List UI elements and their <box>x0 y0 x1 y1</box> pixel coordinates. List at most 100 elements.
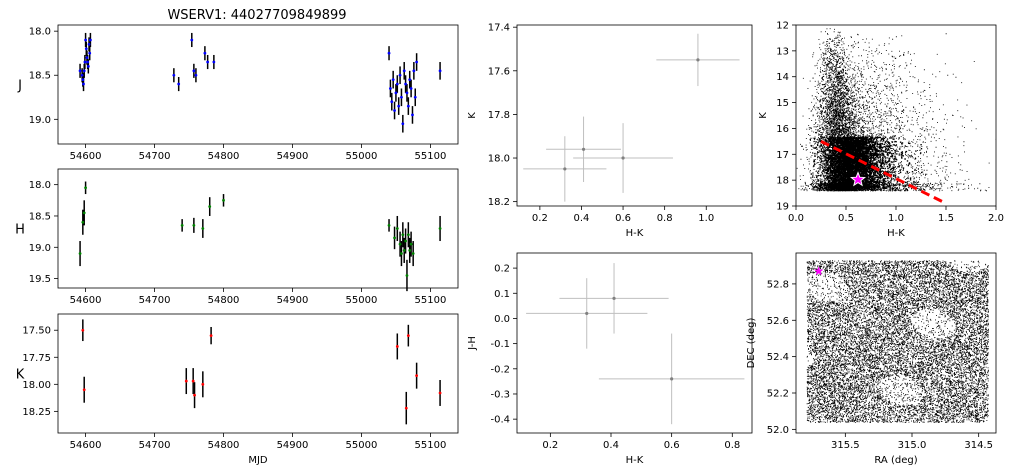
x-tick-label: 54600 <box>70 295 102 306</box>
y-tick-label: 12 <box>776 21 789 32</box>
y-tick-label: 52.2 <box>767 389 789 400</box>
y-tick-label: 17.6 <box>488 66 510 77</box>
data-point <box>82 82 85 86</box>
x-tick-label: 54900 <box>277 440 309 451</box>
y-axis-label: K <box>467 112 478 119</box>
y-tick-label: 18.0 <box>488 154 510 165</box>
data-point <box>402 69 406 73</box>
x-tick-label: 0.6 <box>615 213 631 224</box>
y-tick-label: 19.5 <box>29 274 51 285</box>
data-point <box>82 211 86 215</box>
x-axis-label: H-K <box>626 228 644 239</box>
x-tick-label: 54700 <box>139 295 171 306</box>
x-tick-label: 315.0 <box>898 440 927 451</box>
data-point <box>621 156 625 160</box>
y-axis-label: K <box>16 368 25 383</box>
y-tick-label: 18.0 <box>29 27 51 38</box>
data-point <box>438 391 442 395</box>
data-point <box>696 58 700 62</box>
data-point <box>398 73 402 77</box>
data-point <box>415 60 419 64</box>
data-point <box>408 249 412 252</box>
data-point <box>206 60 210 64</box>
data-point <box>401 233 405 237</box>
data-point <box>408 78 412 82</box>
data-point <box>401 122 405 126</box>
data-point <box>395 345 399 348</box>
data-point <box>412 69 416 73</box>
y-tick-label: 14 <box>776 72 789 83</box>
data-point <box>409 87 413 90</box>
x-tick-label: 54700 <box>139 151 171 162</box>
data-point <box>387 51 391 55</box>
panel-1: 54600 54700 54800 54900 55000 55100 18.0 18.5 19… <box>15 168 459 306</box>
field-stars <box>796 28 996 192</box>
x-tick-label: 0.2 <box>532 213 548 224</box>
x-tick-label: 55100 <box>415 295 447 306</box>
y-tick-label: 18.0 <box>29 180 51 191</box>
data-point <box>438 227 442 230</box>
data-point <box>406 233 410 237</box>
data-point <box>180 223 184 227</box>
data-point <box>405 91 409 95</box>
x-tick-label: 0.8 <box>657 213 673 224</box>
x-tick-label: 54800 <box>208 440 240 451</box>
y-tick-label: 52.0 <box>767 425 789 436</box>
data-point <box>393 109 396 112</box>
y-tick-label: 19.0 <box>29 115 51 126</box>
data-point <box>393 236 396 240</box>
data-point <box>201 382 205 386</box>
x-tick-label: 0.8 <box>724 440 740 451</box>
x-tick-label: 54800 <box>208 151 240 162</box>
data-point <box>191 379 195 383</box>
x-axis-label: H-K <box>626 455 644 466</box>
data-point <box>87 42 91 46</box>
data-point <box>89 38 92 42</box>
y-tick-label: 15 <box>776 98 789 109</box>
y-tick-label: 17.4 <box>488 23 510 34</box>
y-tick-label: 18.25 <box>22 407 51 418</box>
data-point <box>208 205 212 208</box>
data-point <box>438 69 442 73</box>
data-point <box>78 252 82 255</box>
data-point <box>86 60 90 64</box>
panel-6: 315.5 315.0 314.5 52.0 52.2 52.4 52.6 52.8 RA (d… <box>746 252 997 466</box>
data-point <box>415 374 419 378</box>
y-tick-label: 52.6 <box>767 316 789 327</box>
data-point <box>201 227 205 230</box>
data-point <box>387 223 391 227</box>
y-tick-label: 16 <box>776 124 789 135</box>
y-tick-label: 18 <box>776 176 789 187</box>
axes-frame <box>516 252 753 434</box>
data-point <box>400 95 403 99</box>
y-axis-label: J-H <box>467 336 478 351</box>
data-point <box>409 242 413 246</box>
x-tick-label: 1.0 <box>888 213 904 224</box>
y-tick-label: 18.2 <box>488 197 510 208</box>
data-point <box>88 51 92 55</box>
data-point <box>404 406 408 410</box>
x-tick-label: 315.5 <box>831 440 860 451</box>
data-point <box>82 388 86 392</box>
axes-frame <box>516 24 753 207</box>
y-axis-label: DEC (deg) <box>746 317 757 368</box>
y-tick-label: 13 <box>776 46 789 57</box>
y-axis-label: K <box>758 112 769 119</box>
data-point <box>391 78 395 82</box>
data-point <box>411 252 415 255</box>
data-point <box>177 82 181 86</box>
data-point <box>405 274 409 277</box>
x-tick-label: 54700 <box>139 440 171 451</box>
data-point <box>581 147 586 151</box>
data-point <box>612 296 616 300</box>
y-tick-label: 17.50 <box>22 326 51 337</box>
x-tick-label: 0.5 <box>838 213 854 224</box>
y-tick-label: -0.2 <box>490 364 510 375</box>
data-point <box>84 38 87 42</box>
data-point <box>192 223 196 227</box>
y-tick-label: -0.1 <box>490 339 510 350</box>
x-tick-label: 0.4 <box>574 213 590 224</box>
x-tick-label: 55000 <box>346 151 378 162</box>
data-point <box>81 328 85 332</box>
